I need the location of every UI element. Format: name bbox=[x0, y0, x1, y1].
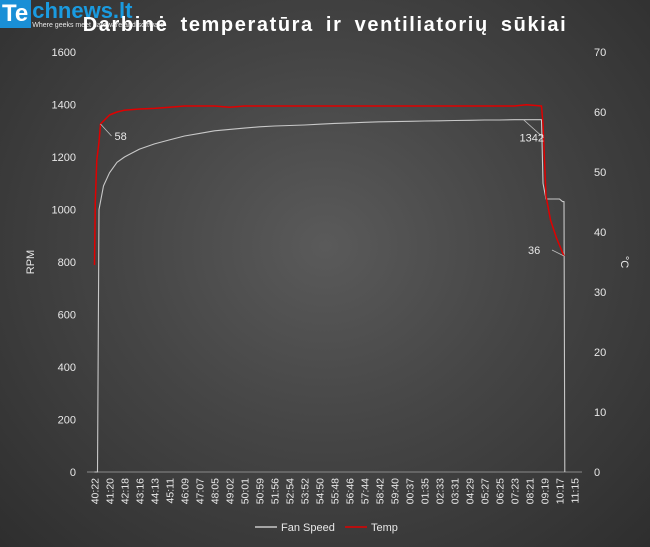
y2-tick-label: 30 bbox=[594, 287, 606, 299]
annotation-label: 58 bbox=[115, 131, 127, 143]
x-tick-label: 57:44 bbox=[360, 478, 372, 504]
annotation-label: 1342 bbox=[520, 133, 544, 145]
x-tick-label: 09:19 bbox=[540, 478, 552, 504]
x-tick-label: 44:13 bbox=[150, 478, 162, 504]
logo-tagline: Where geeks meet hardware and software bbox=[32, 22, 165, 29]
y-tick-label: 400 bbox=[58, 362, 76, 374]
x-tick-label: 43:16 bbox=[135, 478, 147, 504]
y-axis-label: RPM bbox=[25, 250, 37, 274]
y-tick-label: 1000 bbox=[52, 205, 76, 217]
x-tick-label: 48:05 bbox=[210, 478, 222, 504]
x-tick-label: 59:40 bbox=[390, 478, 402, 504]
x-tick-label: 04:29 bbox=[465, 478, 477, 504]
y2-tick-label: 70 bbox=[594, 47, 606, 59]
logo-te-mark: Te bbox=[0, 0, 32, 28]
x-tick-label: 41:20 bbox=[105, 478, 117, 504]
x-tick-label: 50:59 bbox=[255, 478, 267, 504]
series-line-fan-speed bbox=[94, 119, 566, 473]
x-tick-label: 51:56 bbox=[270, 478, 282, 504]
y2-tick-label: 20 bbox=[594, 347, 606, 359]
x-tick-label: 46:09 bbox=[180, 478, 192, 504]
y2-axis-label: °C bbox=[618, 256, 630, 268]
x-tick-label: 00:37 bbox=[405, 478, 417, 504]
y-tick-label: 1600 bbox=[52, 47, 76, 59]
y-tick-label: 1400 bbox=[52, 100, 76, 112]
y-tick-label: 0 bbox=[70, 467, 76, 479]
x-tick-label: 55:48 bbox=[330, 478, 342, 504]
y2-tick-label: 0 bbox=[594, 467, 600, 479]
y2-tick-label: 50 bbox=[594, 167, 606, 179]
x-tick-label: 40:22 bbox=[90, 478, 102, 504]
x-tick-label: 47:07 bbox=[195, 478, 207, 504]
y2-tick-label: 60 bbox=[594, 107, 606, 119]
x-tick-label: 45:11 bbox=[165, 478, 177, 504]
x-tick-label: 10:17 bbox=[555, 478, 567, 504]
y2-tick-label: 10 bbox=[594, 407, 606, 419]
x-tick-label: 50:01 bbox=[240, 478, 252, 504]
x-tick-label: 07:23 bbox=[510, 478, 522, 504]
x-tick-label: 02:33 bbox=[435, 478, 447, 504]
y-tick-label: 1200 bbox=[52, 152, 76, 164]
y-tick-label: 800 bbox=[58, 257, 76, 269]
x-tick-label: 05:27 bbox=[480, 478, 492, 504]
site-logo[interactable]: Te chnews.lt Where geeks meet hardware a… bbox=[0, 0, 164, 30]
x-tick-label: 53:52 bbox=[300, 478, 312, 504]
x-tick-label: 11:15 bbox=[570, 478, 582, 504]
logo-domain: chnews.lt bbox=[32, 0, 133, 23]
y-tick-label: 600 bbox=[58, 310, 76, 322]
x-tick-label: 56:46 bbox=[345, 478, 357, 504]
chart-title: Darbinė temperatūra ir ventiliatorių sūk… bbox=[82, 14, 568, 36]
x-tick-label: 01:35 bbox=[420, 478, 432, 504]
annotation-leader bbox=[523, 119, 544, 139]
y2-tick-label: 40 bbox=[594, 227, 606, 239]
annotation-leader bbox=[100, 123, 112, 137]
logo-text-block: chnews.lt Where geeks meet hardware and … bbox=[32, 0, 164, 30]
x-tick-label: 52:54 bbox=[285, 478, 297, 504]
annotation-leader bbox=[551, 249, 565, 257]
x-tick-label: 58:42 bbox=[375, 478, 387, 504]
series-line-temp bbox=[93, 104, 565, 266]
x-tick-label: 49:02 bbox=[225, 478, 237, 504]
x-tick-label: 06:25 bbox=[495, 478, 507, 504]
legend-entry: Fan Speed bbox=[281, 522, 335, 534]
y-tick-label: 200 bbox=[58, 415, 76, 427]
x-tick-label: 54:50 bbox=[315, 478, 327, 504]
x-tick-label: 08:21 bbox=[525, 478, 537, 504]
x-tick-label: 42:18 bbox=[120, 478, 132, 504]
legend-entry: Temp bbox=[371, 522, 398, 534]
x-tick-label: 03:31 bbox=[450, 478, 462, 504]
annotation-label: 36 bbox=[528, 245, 540, 257]
